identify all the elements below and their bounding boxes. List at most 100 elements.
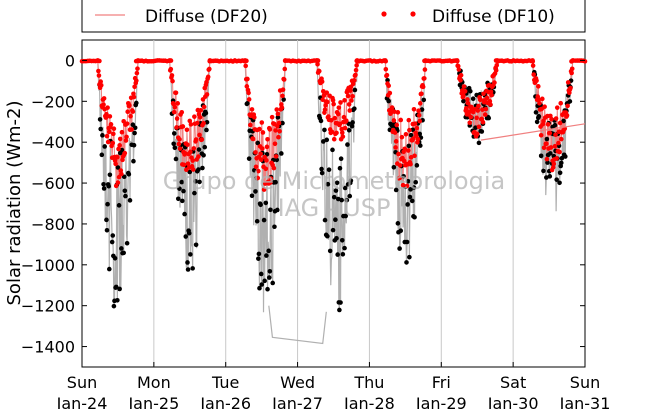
diffuse10-point xyxy=(253,164,259,170)
diffuse10-point xyxy=(315,58,321,63)
diffuse10-point xyxy=(192,114,197,119)
diffuse10-point xyxy=(250,136,256,142)
diffuse10-point xyxy=(544,156,550,162)
global-point xyxy=(386,98,391,104)
diffuse10-point xyxy=(282,66,288,72)
global-point xyxy=(119,246,124,251)
diffuse10-point xyxy=(246,90,251,96)
diffuse10-point xyxy=(280,87,286,92)
global-point xyxy=(255,140,261,146)
diffuse10-point xyxy=(582,59,588,64)
diffuse10-point xyxy=(111,126,117,132)
diffuse10-point xyxy=(393,139,399,144)
y-tick-label: −600 xyxy=(31,174,75,193)
diffuse10-point xyxy=(247,122,253,128)
x-tick-label-day: Fri xyxy=(432,373,451,392)
global-point xyxy=(121,174,127,180)
diffuse10-point xyxy=(260,146,265,151)
diffuse10-point xyxy=(548,145,554,150)
global-point xyxy=(177,186,182,191)
global-point xyxy=(117,286,122,292)
diffuse10-point xyxy=(552,143,558,149)
global-point xyxy=(337,165,343,171)
global-point xyxy=(188,252,193,257)
diffuse10-point xyxy=(419,91,424,97)
diffuse10-point xyxy=(540,96,545,102)
diffuse10-point xyxy=(557,120,563,126)
diffuse10-point xyxy=(342,125,348,131)
global-point xyxy=(265,286,270,292)
global-point xyxy=(393,187,399,193)
diffuse10-point xyxy=(492,80,497,85)
global-point xyxy=(123,193,128,199)
global-point xyxy=(536,114,542,119)
diffuse10-point xyxy=(128,113,133,119)
diffuse10-point xyxy=(412,153,417,159)
diffuse10-point xyxy=(341,114,347,120)
diffuse10-point xyxy=(244,58,249,64)
diffuse10-point xyxy=(392,109,397,115)
global-point xyxy=(275,115,281,120)
diffuse10-point xyxy=(263,166,269,172)
diffuse10-point xyxy=(98,79,103,84)
global-point xyxy=(256,256,261,261)
diffuse10-point xyxy=(197,132,202,138)
diffuse10-point xyxy=(541,145,547,151)
global-point xyxy=(261,217,267,223)
diffuse10-point xyxy=(134,70,140,76)
y-tick-label: −200 xyxy=(31,92,75,111)
global-point xyxy=(344,197,350,203)
diffuse10-point xyxy=(564,113,570,118)
global-point xyxy=(541,168,546,174)
global-point xyxy=(131,158,136,164)
global-point xyxy=(346,127,352,133)
global-point xyxy=(134,100,139,106)
global-point xyxy=(280,120,285,126)
global-point xyxy=(347,193,353,199)
global-point xyxy=(349,123,355,129)
x-tick-label-day: Thu xyxy=(353,373,384,392)
diffuse10-point xyxy=(353,67,359,73)
global-point xyxy=(111,303,117,309)
global-point xyxy=(124,240,130,246)
diffuse10-point xyxy=(184,127,190,133)
diffuse10-point xyxy=(465,97,470,102)
global-point xyxy=(335,196,341,202)
diffuse10-point xyxy=(475,108,481,113)
global-point xyxy=(418,143,423,148)
diffuse10-point xyxy=(107,114,113,119)
global-point xyxy=(172,145,178,151)
diffuse10-point xyxy=(558,100,564,106)
diffuse10-point xyxy=(465,100,471,106)
global-point xyxy=(408,187,413,192)
diffuse10-point xyxy=(329,129,335,135)
global-point xyxy=(127,198,133,203)
global-point xyxy=(397,246,402,251)
global-point xyxy=(335,252,340,257)
diffuse10-point xyxy=(392,130,398,135)
diffuse10-point xyxy=(265,136,270,142)
diffuse10-point xyxy=(124,121,130,126)
diffuse10-point xyxy=(107,129,112,135)
diffuse10-point xyxy=(176,141,182,147)
diffuse10-point xyxy=(173,90,179,96)
diffuse10-point xyxy=(271,165,277,171)
global-point xyxy=(100,133,105,138)
global-point xyxy=(115,165,121,170)
diffuse10-point xyxy=(194,120,200,126)
global-point xyxy=(258,271,264,277)
gap-line xyxy=(268,305,327,345)
diffuse10-point xyxy=(320,97,326,102)
global-point xyxy=(258,202,263,208)
diffuse10-point xyxy=(416,113,422,118)
global-point xyxy=(126,171,132,177)
global-point xyxy=(330,227,336,233)
global-point xyxy=(339,197,344,203)
diffuse10-point xyxy=(105,139,111,145)
y-tick-label: −1400 xyxy=(21,338,75,357)
diffuse10-point xyxy=(96,73,102,78)
global-point xyxy=(267,269,273,274)
x-tick-label-day: Mon xyxy=(137,373,171,392)
global-point xyxy=(404,239,410,245)
global-point xyxy=(281,97,286,102)
